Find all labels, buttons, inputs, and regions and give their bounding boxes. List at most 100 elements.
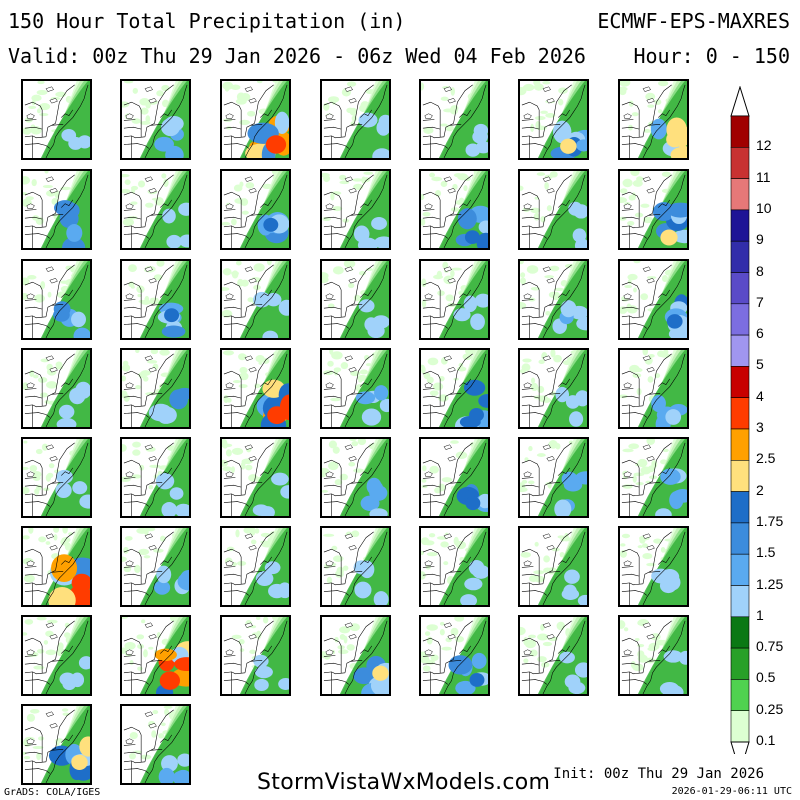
ensemble-member-panel [320, 615, 391, 696]
ensemble-member-panel [320, 348, 391, 429]
ensemble-member-panel [21, 79, 92, 160]
colorbar-label: 11 [756, 168, 771, 185]
ensemble-member-panel [220, 615, 291, 696]
ensemble-member-panel [618, 348, 689, 429]
ensemble-member-panel [618, 615, 689, 696]
generated-timestamp: 2026-01-29-06:11 UTC [671, 786, 792, 797]
colorbar-lower-arrow [730, 741, 750, 754]
ensemble-member-panel [21, 615, 92, 696]
colorbar-label: 2.5 [756, 450, 776, 467]
colorbar-label: 1 [756, 606, 764, 623]
ensemble-member-panel [220, 437, 291, 518]
ensemble-member-panel [320, 526, 391, 607]
ensemble-member-panel [419, 437, 490, 518]
colorbar-swatch [730, 553, 750, 586]
ensemble-member-panel [618, 79, 689, 160]
ensemble-member-panel [320, 79, 391, 160]
colorbar-label: 3 [756, 419, 764, 435]
colorbar-swatch [730, 146, 750, 179]
ensemble-member-panel [518, 79, 589, 160]
ensemble-member-panel [120, 615, 191, 696]
colorbar-swatch [730, 459, 750, 492]
colorbar-swatch [730, 397, 750, 430]
colorbar-swatch [730, 428, 750, 461]
colorbar-label: 10 [756, 199, 772, 216]
ensemble-member-panel [120, 704, 191, 785]
ensemble-member-panel [21, 526, 92, 607]
colorbar-swatch [730, 209, 750, 242]
ensemble-member-panel [518, 348, 589, 429]
ensemble-member-panel [21, 348, 92, 429]
colorbar-label: 0.5 [756, 669, 776, 686]
colorbar-label: 12 [756, 137, 772, 154]
colorbar-swatch [730, 647, 750, 680]
colorbar-swatch [730, 616, 750, 649]
colorbar-swatch [730, 585, 750, 618]
ensemble-member-panel [120, 79, 191, 160]
colorbar-label: 5 [756, 356, 764, 373]
colorbar-label: 0.1 [756, 732, 776, 748]
ensemble-member-panel [419, 79, 490, 160]
colorbar-label: 0.25 [756, 700, 784, 717]
ensemble-member-panel [320, 437, 391, 518]
colorbar-swatch [730, 334, 750, 367]
colorbar-label: 1.75 [756, 512, 784, 529]
ensemble-member-panel [518, 169, 589, 250]
forecast-hour-range: Hour: 0 - 150 [633, 44, 790, 68]
ensemble-member-panel [120, 437, 191, 518]
ensemble-member-panel [419, 348, 490, 429]
ensemble-member-panel [120, 259, 191, 340]
colorbar-label: 9 [756, 231, 764, 248]
ensemble-member-panel [21, 704, 92, 785]
ensemble-member-panel [618, 437, 689, 518]
colorbar-swatch [730, 491, 750, 524]
colorbar-upper-arrow [730, 86, 750, 117]
ensemble-member-panel [518, 437, 589, 518]
ensemble-member-panel [21, 259, 92, 340]
ensemble-member-panel [120, 348, 191, 429]
colorbar-label: 0.75 [756, 638, 784, 655]
precipitation-colorbar [730, 86, 750, 754]
ensemble-member-panel [220, 348, 291, 429]
ensemble-panel-grid [21, 79, 689, 785]
valid-period: Valid: 00z Thu 29 Jan 2026 - 06z Wed 04 … [8, 44, 586, 68]
ensemble-member-panel [21, 437, 92, 518]
ensemble-member-panel [618, 169, 689, 250]
ensemble-member-panel [120, 169, 191, 250]
ensemble-member-panel [618, 526, 689, 607]
grads-credit: GrADS: COLA/IGES [4, 787, 101, 798]
colorbar-swatch [730, 178, 750, 211]
ensemble-member-panel [419, 526, 490, 607]
ensemble-member-panel [220, 526, 291, 607]
ensemble-member-panel [419, 615, 490, 696]
colorbar-swatch [730, 366, 750, 398]
colorbar-swatch [730, 522, 750, 555]
ensemble-member-panel [618, 259, 689, 340]
colorbar-label: 2 [756, 481, 764, 498]
ensemble-member-panel [419, 259, 490, 340]
colorbar-label: 1.25 [756, 575, 784, 592]
ensemble-member-panel [419, 169, 490, 250]
colorbar-label: 4 [756, 387, 764, 404]
colorbar-label: 8 [756, 262, 764, 279]
ensemble-member-panel [518, 526, 589, 607]
colorbar-label: 7 [756, 293, 764, 310]
ensemble-member-panel [220, 259, 291, 340]
colorbar-swatch [730, 272, 750, 305]
colorbar-swatch [730, 240, 750, 273]
colorbar-swatch [730, 303, 750, 336]
ensemble-member-panel [220, 79, 291, 160]
site-watermark: StormVistaWxModels.com [257, 770, 551, 795]
ensemble-member-panel [220, 169, 291, 250]
colorbar-label: 6 [756, 325, 764, 342]
colorbar-label: 1.5 [756, 544, 776, 561]
colorbar-swatch [730, 115, 750, 148]
ensemble-member-panel [120, 526, 191, 607]
init-time: Init: 00z Thu 29 Jan 2026 [553, 766, 764, 782]
model-name: ECMWF-EPS-MAXRES [597, 9, 790, 33]
ensemble-member-panel [320, 169, 391, 250]
map-title: 150 Hour Total Precipitation (in) [8, 9, 406, 33]
colorbar-swatch [730, 710, 750, 743]
ensemble-member-panel [320, 259, 391, 340]
ensemble-member-panel [518, 259, 589, 340]
